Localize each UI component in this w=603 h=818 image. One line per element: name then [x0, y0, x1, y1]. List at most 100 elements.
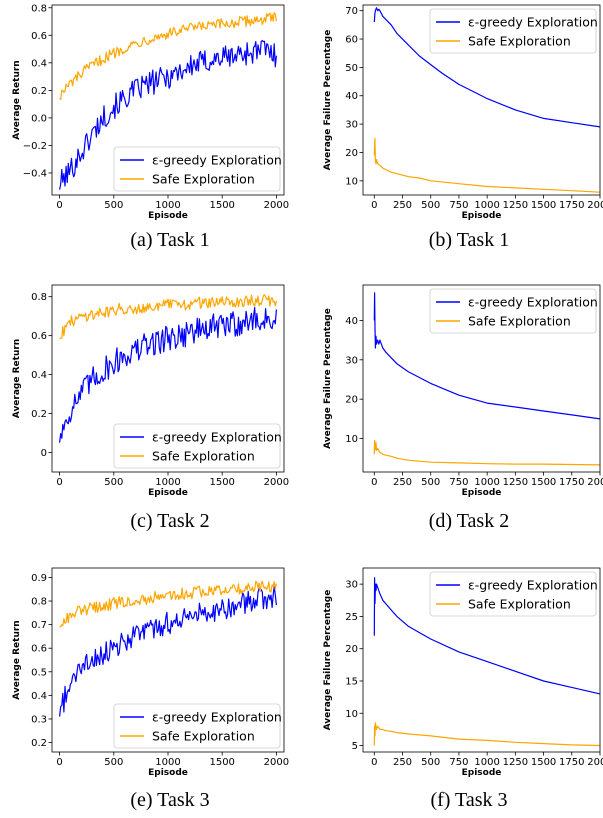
legend: ε-greedy Exploration Safe Exploration [429, 288, 598, 334]
chart-c: 0 500 1000 1500 2000 0 0.2 0.4 0.6 0.8 Episode Aver… [12, 284, 289, 498]
legend-box [113, 146, 281, 192]
x-tick-label: 2000 [264, 200, 289, 211]
y-tick-label: 20 [345, 644, 358, 655]
y-tick-label: 30 [345, 120, 358, 131]
y-tick-label: 10 [345, 709, 358, 720]
x-tick-label: 1750 [559, 757, 584, 768]
x-tick-label: 1000 [474, 757, 499, 768]
x-tick-label: 2000 [587, 200, 603, 211]
x-tick-label: 500 [421, 200, 440, 211]
legend-label-safe: Safe Exploration [468, 314, 571, 329]
x-tick-label: 250 [393, 477, 412, 488]
y-tick-label: 60 [345, 35, 358, 46]
x-tick-label: 500 [104, 477, 123, 488]
x-tick-label: 1750 [559, 477, 584, 488]
y-axis-label: Average Return [12, 339, 22, 418]
x-tick-label: 1250 [503, 757, 528, 768]
x-tick-label: 1000 [474, 200, 499, 211]
legend-box [429, 8, 597, 54]
x-tick-label: 1250 [503, 477, 528, 488]
y-tick-label: 0.7 [31, 620, 47, 631]
x-tick-label: 2000 [264, 757, 289, 768]
y-tick-label: 5 [352, 741, 358, 752]
x-tick-label: 1000 [155, 477, 180, 488]
y-tick-label: 15 [345, 676, 358, 687]
y-tick-label: 0.8 [31, 597, 47, 608]
chart-e: 0 500 1000 1500 2000 0.2 0.3 0.4 0.5 0.6 0.7 0.8 0.9… [12, 567, 289, 778]
series-line-safe [373, 439, 601, 466]
x-axis-label: Episode [148, 488, 188, 498]
y-tick-label: 10 [345, 176, 358, 187]
x-tick-label: 1250 [503, 200, 528, 211]
y-axis-label: Average Failure Percentage [323, 590, 333, 731]
legend-box [429, 288, 597, 334]
series-line-safe [59, 12, 277, 100]
x-tick-label: 500 [421, 477, 440, 488]
y-axis-label: Average Return [12, 60, 22, 139]
x-tick-label: 500 [104, 200, 123, 211]
legend: ε-greedy Exploration Safe Exploration [429, 571, 598, 617]
y-axis-label: Average Failure Percentage [323, 308, 333, 449]
series-line-greedy [59, 586, 277, 717]
y-tick-label: 0.6 [31, 31, 47, 42]
y-tick-label: 0.2 [31, 738, 47, 749]
x-tick-label: 1750 [559, 200, 584, 211]
x-tick-label: 500 [421, 757, 440, 768]
x-axis-label: Episode [462, 488, 502, 498]
x-tick-label: 2000 [587, 757, 603, 768]
x-tick-label: 750 [449, 477, 468, 488]
series-line-greedy [59, 39, 277, 190]
legend-label-safe: Safe Exploration [152, 449, 255, 464]
y-tick-label: 0.2 [31, 409, 47, 420]
x-tick-label: 0 [56, 477, 62, 488]
y-tick-label: 70 [345, 6, 358, 17]
y-tick-label: 0 [41, 448, 47, 459]
x-tick-label: 750 [449, 757, 468, 768]
chart-a: 0 500 1000 1500 2000 −0.4 −0.2 0.0 0.2 0.4 0.6 0.8 E… [12, 3, 289, 221]
y-tick-label: 0.5 [31, 667, 47, 678]
plot-frame [362, 284, 601, 473]
y-tick-label: 40 [345, 91, 358, 102]
x-tick-label: 1000 [155, 757, 180, 768]
x-tick-label: 0 [371, 757, 377, 768]
y-tick-label: 30 [345, 580, 358, 591]
legend-label-safe: Safe Exploration [468, 34, 571, 49]
y-tick-label: 40 [345, 316, 358, 327]
y-tick-label: 0.6 [31, 644, 47, 655]
x-tick-label: 1500 [531, 200, 556, 211]
x-tick-label: 1500 [209, 477, 234, 488]
y-tick-label: 0.6 [31, 331, 47, 342]
legend: ε-greedy Exploration Safe Exploration [113, 146, 282, 192]
x-tick-label: 750 [449, 200, 468, 211]
legend-label-safe: Safe Exploration [152, 172, 255, 187]
x-tick-label: 0 [56, 200, 62, 211]
y-tick-label: 20 [345, 148, 358, 159]
x-tick-label: 2000 [264, 477, 289, 488]
series-line-greedy [373, 292, 601, 420]
series-line-greedy [59, 307, 277, 443]
caption-f: (f) Task 3 [430, 789, 507, 811]
chart-b: 0 250 500 750 1000 1250150017502000 10 20 30 40 50… [323, 4, 603, 221]
x-tick-label: 0 [371, 200, 377, 211]
series-line-safe [59, 294, 277, 339]
y-tick-label: −0.4 [23, 168, 47, 179]
plot-frame [362, 567, 601, 753]
y-tick-label: 0.8 [31, 292, 47, 303]
legend: ε-greedy Exploration Safe Exploration [429, 8, 598, 54]
series-line-safe [373, 722, 601, 747]
legend-label-greedy: ε-greedy Exploration [468, 15, 598, 30]
caption-e: (e) Task 3 [130, 789, 209, 811]
x-tick-label: 250 [393, 757, 412, 768]
legend-box [113, 703, 281, 749]
x-tick-label: 1000 [155, 200, 180, 211]
y-tick-label: 0.4 [31, 370, 47, 381]
y-tick-label: 30 [345, 355, 358, 366]
chart-d: 0 250 500 750 1000 1250150017502000 10 20 30 40 Ep… [323, 284, 603, 498]
x-tick-label: 0 [371, 477, 377, 488]
legend-label-greedy: ε-greedy Exploration [152, 430, 282, 445]
legend-label-greedy: ε-greedy Exploration [152, 710, 282, 725]
legend-label-greedy: ε-greedy Exploration [468, 295, 598, 310]
x-tick-label: 250 [393, 200, 412, 211]
legend-box [113, 423, 281, 469]
x-tick-label: 1500 [531, 477, 556, 488]
